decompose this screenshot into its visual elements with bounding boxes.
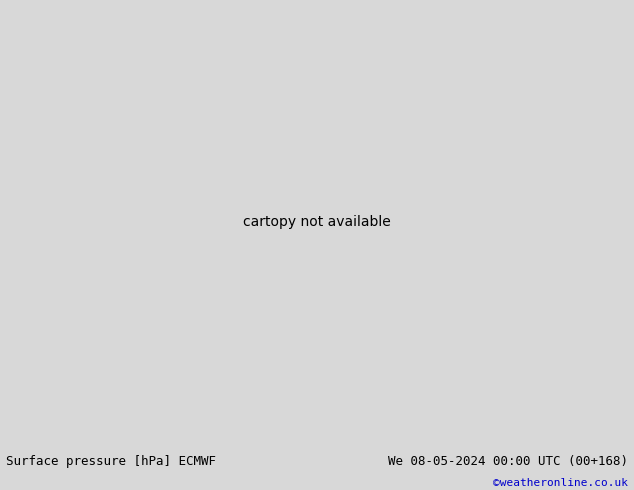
- Text: Surface pressure [hPa] ECMWF: Surface pressure [hPa] ECMWF: [6, 455, 216, 467]
- Polygon shape: [0, 443, 634, 490]
- Text: We 08-05-2024 00:00 UTC (00+168): We 08-05-2024 00:00 UTC (00+168): [387, 455, 628, 467]
- Text: cartopy not available: cartopy not available: [243, 215, 391, 229]
- Text: ©weatheronline.co.uk: ©weatheronline.co.uk: [493, 478, 628, 488]
